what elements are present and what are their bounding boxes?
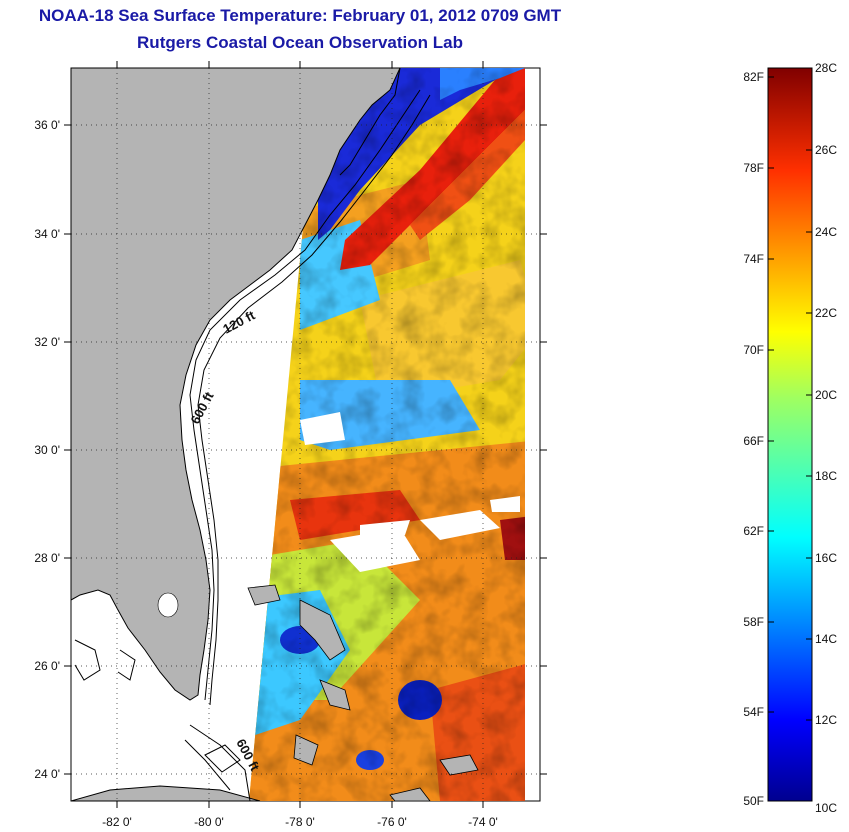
lat-label: 26 0' <box>34 659 60 673</box>
colorbar-c-label: 26C <box>815 143 837 157</box>
lake-okeechobee <box>157 592 179 618</box>
colorbar-gradient <box>767 67 813 802</box>
map-title: NOAA-18 Sea Surface Temperature: Februar… <box>38 6 562 25</box>
lat-label: 24 0' <box>34 767 60 781</box>
land-us-southeast <box>71 68 401 701</box>
colorbar-c-label: 28C <box>815 61 837 75</box>
colorbar-c-label: 24C <box>815 225 837 239</box>
colorbar-f-label: 54F <box>743 705 764 719</box>
graticule <box>71 68 540 801</box>
lat-label: 30 0' <box>34 443 60 457</box>
colorbar-f-label: 82F <box>743 70 764 84</box>
colorbar-c-label: 10C <box>815 801 837 815</box>
colorbar-f-label: 78F <box>743 161 764 175</box>
colorbar-f-label: 58F <box>743 615 764 629</box>
lon-label: -78 0' <box>285 815 315 829</box>
colorbar-f-label: 74F <box>743 252 764 266</box>
lat-label: 28 0' <box>34 551 60 565</box>
frame-ticks <box>64 61 547 808</box>
lat-label: 34 0' <box>34 227 60 241</box>
lon-label: -76 0' <box>377 815 407 829</box>
land-bahamas <box>247 584 479 801</box>
colorbar-ticks <box>768 67 812 721</box>
colorbar-c-label: 22C <box>815 306 837 320</box>
map-subtitle: Rutgers Coastal Ocean Observation Lab <box>137 33 463 52</box>
colorbar-f-label: 62F <box>743 524 764 538</box>
map-area: 120 ft 600 ft 600 ft -82 0' -80 0' -78 0… <box>34 61 547 829</box>
lat-label: 32 0' <box>34 335 60 349</box>
colorbar-f-label: 66F <box>743 434 764 448</box>
colorbar-f-label: 70F <box>743 343 764 357</box>
colorbar-c-label: 14C <box>815 632 837 646</box>
lon-label: -74 0' <box>468 815 498 829</box>
lat-label: 36 0' <box>34 118 60 132</box>
depth-contours <box>74 89 431 801</box>
lon-label: -82 0' <box>102 815 132 829</box>
longitude-labels: -82 0' -80 0' -78 0' -76 0' -74 0' <box>102 815 498 829</box>
lon-label: -80 0' <box>194 815 224 829</box>
colorbar-f-label: 50F <box>743 794 764 808</box>
colorbar-c-label: 16C <box>815 551 837 565</box>
colorbar-c-label: 12C <box>815 713 837 727</box>
colorbar: 82F 78F 74F 70F 66F 62F 58F 54F 50F 28C … <box>743 61 837 815</box>
latitude-labels: 36 0' 34 0' 32 0' 30 0' 28 0' 26 0' 24 0… <box>34 118 60 781</box>
land-cuba <box>71 785 261 801</box>
colorbar-c-label: 20C <box>815 388 837 402</box>
colorbar-c-label: 18C <box>815 469 837 483</box>
